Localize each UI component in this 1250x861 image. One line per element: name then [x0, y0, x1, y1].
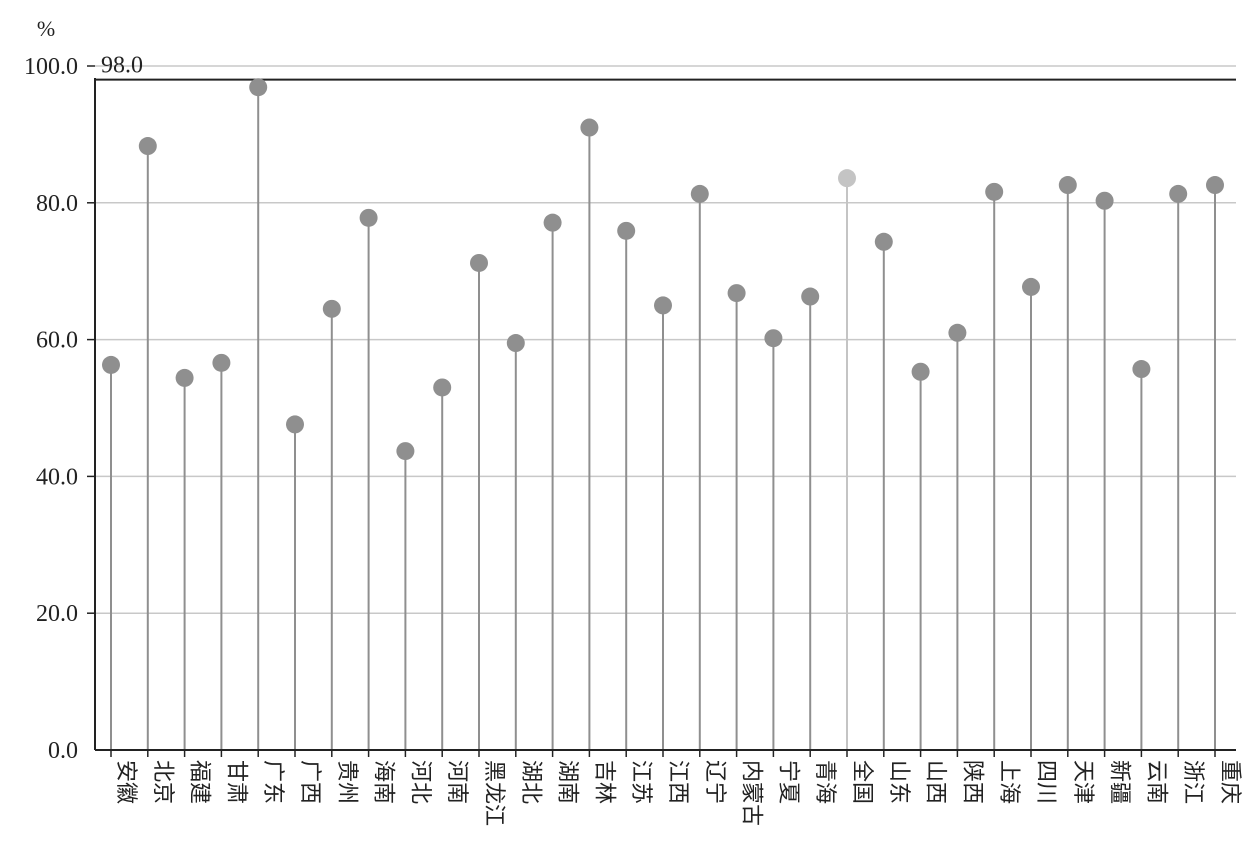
data-point-15 — [654, 296, 672, 315]
data-point-16 — [690, 184, 709, 203]
y-tick-label: 100.0 — [24, 54, 78, 80]
data-point-8 — [396, 442, 415, 461]
data-point-5 — [286, 415, 304, 434]
x-tick-label-3: 甘肃 — [223, 760, 248, 804]
data-point-27 — [1095, 191, 1114, 210]
reference-line-label: 98.0 — [101, 53, 143, 79]
x-tick-label-15: 江西 — [665, 760, 690, 804]
data-point-6 — [322, 299, 341, 318]
data-point-12 — [543, 213, 562, 232]
y-tick-label: 80.0 — [36, 191, 78, 217]
data-point-20 — [838, 169, 856, 188]
data-point-9 — [433, 378, 452, 397]
y-tick-label: 0.0 — [48, 738, 78, 764]
x-tick-label-19: 青海 — [812, 760, 837, 804]
data-point-1 — [138, 137, 157, 156]
data-point-13 — [580, 118, 599, 137]
x-tick-label-13: 吉林 — [591, 760, 616, 804]
x-tick-label-24: 上海 — [996, 760, 1021, 804]
y-tick-label: 20.0 — [36, 601, 78, 627]
x-tick-label-18: 宁夏 — [775, 760, 800, 804]
data-point-22 — [911, 362, 930, 381]
lollipop-stems — [110, 87, 1216, 750]
x-tick-label-25: 四川 — [1033, 760, 1058, 804]
data-point-0 — [102, 355, 120, 374]
data-point-4 — [249, 78, 268, 97]
x-tick-label-27: 新疆 — [1107, 760, 1132, 804]
data-point-2 — [175, 368, 194, 387]
data-point-11 — [506, 334, 525, 353]
x-tick-label-6: 贵州 — [334, 760, 359, 804]
data-point-26 — [1058, 176, 1077, 195]
data-point-23 — [948, 323, 967, 342]
x-tick-label-8: 河北 — [407, 760, 432, 804]
data-point-30 — [1206, 176, 1224, 195]
x-tick-label-7: 海南 — [371, 760, 396, 804]
x-tick-label-22: 山西 — [923, 760, 948, 804]
x-tick-label-26: 天津 — [1070, 760, 1095, 804]
x-tick-label-28: 云南 — [1143, 760, 1168, 804]
x-tick-label-11: 湖北 — [518, 760, 543, 804]
x-tick-label-10: 黑龙江 — [481, 760, 506, 826]
x-tick-label-30: 重庆 — [1217, 760, 1242, 804]
lollipop-dots — [102, 78, 1224, 461]
x-tick-label-4: 广东 — [260, 760, 285, 804]
y-tick-label: 40.0 — [36, 464, 78, 490]
x-tick-label-20: 全国 — [849, 760, 874, 804]
x-tick-label-21: 山东 — [886, 760, 911, 804]
x-tick-label-5: 广西 — [297, 760, 322, 804]
x-tick-label-9: 河南 — [444, 760, 469, 804]
data-point-10 — [470, 253, 488, 272]
data-point-7 — [359, 208, 378, 227]
x-tick-label-0: 安徽 — [113, 760, 138, 804]
data-point-3 — [212, 353, 231, 372]
data-point-25 — [1022, 277, 1040, 296]
y-tick-label: 60.0 — [36, 328, 78, 354]
x-tick-label-23: 陕西 — [959, 760, 984, 804]
data-point-19 — [801, 287, 820, 306]
x-tick-label-17: 内蒙古 — [739, 760, 764, 826]
x-tick-label-29: 浙江 — [1180, 760, 1205, 804]
x-tick-label-14: 江苏 — [628, 760, 653, 804]
data-point-29 — [1169, 184, 1188, 203]
x-tick-label-16: 辽宁 — [702, 760, 727, 804]
data-point-24 — [985, 182, 1004, 201]
data-point-14 — [617, 221, 636, 240]
x-tick-label-1: 北京 — [150, 760, 175, 804]
data-point-28 — [1132, 360, 1151, 379]
x-tick-label-2: 福建 — [187, 760, 212, 804]
data-point-17 — [727, 284, 746, 303]
data-point-21 — [874, 232, 893, 251]
grid-lines — [95, 65, 1236, 614]
x-tick-label-12: 湖南 — [555, 760, 580, 804]
axes — [87, 65, 1236, 757]
axis-labels: 0.0 20.0 40.0 60.0 80.0 100.0% 98.0 安徽 北京 福建 甘肃 广东广… — [24, 16, 1242, 826]
y-unit-label: % — [37, 16, 55, 41]
data-point-18 — [764, 329, 783, 348]
